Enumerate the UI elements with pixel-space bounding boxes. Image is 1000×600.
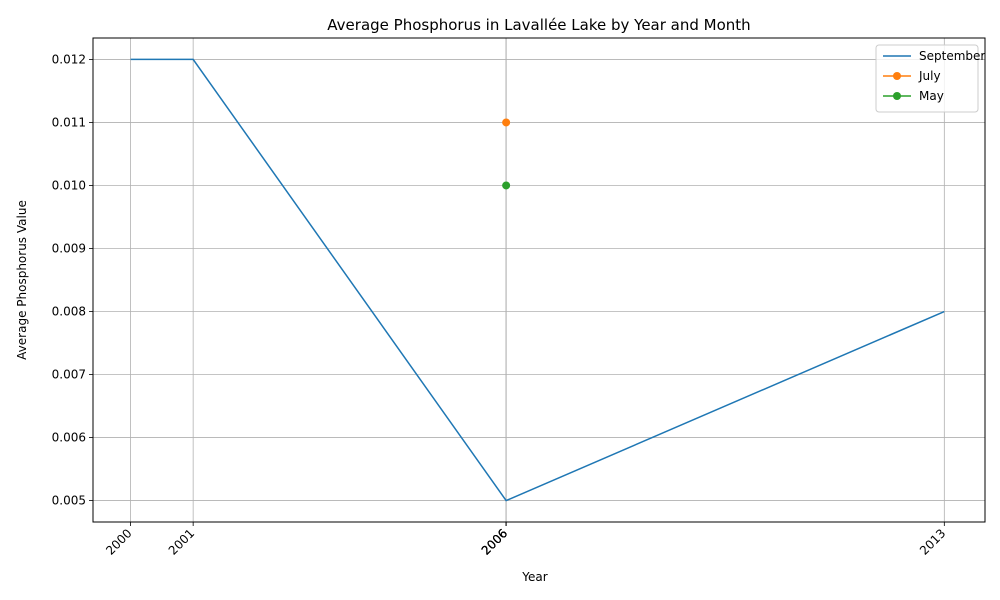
data-point-july [502,118,511,127]
y-tick-label: 0.006 [52,431,86,445]
x-tick-label: 2006 [479,526,510,557]
y-axis-label: Average Phosphorus Value [15,200,29,360]
legend-label-september: September [919,49,985,63]
data-point-may [502,181,511,190]
y-tick-label: 0.005 [52,494,86,508]
plot-frame [92,37,986,523]
y-grid [93,59,985,501]
legend-label-july: July [918,69,941,83]
series-line-september [130,58,945,502]
legend-label-may: May [919,89,944,103]
x-tick-label: 2001 [166,526,197,557]
legend: September July May [875,44,985,113]
x-axis-label: Year [521,570,547,584]
y-tick-label: 0.007 [52,368,86,382]
plot-area-background [93,38,985,522]
y-tick-label: 0.010 [52,178,86,192]
y-tick-label: 0.011 [52,115,86,129]
y-tick-label: 0.008 [52,305,86,319]
y-tick-label: 0.009 [52,241,86,255]
x-tick-label: 2013 [917,526,948,557]
y-tick-label: 0.012 [52,52,86,66]
x-tick-label: 2000 [103,526,134,557]
y-axis-ticks: 0.005 0.006 0.007 0.008 0.009 0.010 0.011 0.012 [52,52,93,508]
series-layer [130,58,945,502]
legend-marker-may [893,92,901,100]
legend-marker-july [893,72,901,80]
chart-title: Average Phosphorus in Lavallée Lake by Y… [327,16,750,34]
